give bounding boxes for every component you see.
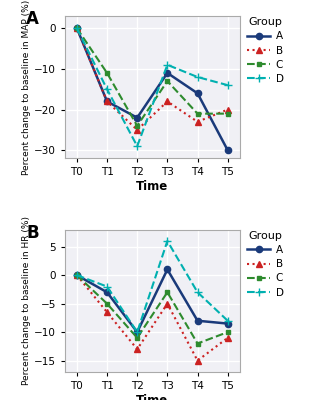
Text: A: A [26, 10, 39, 28]
Legend: A, B, C, D: A, B, C, D [243, 13, 288, 88]
Legend: A, B, C, D: A, B, C, D [243, 227, 288, 302]
Y-axis label: Percent change to baseline in HR (%): Percent change to baseline in HR (%) [22, 216, 31, 385]
X-axis label: Time: Time [136, 180, 168, 193]
X-axis label: Time: Time [136, 394, 168, 400]
Y-axis label: Percent change to baseline in MAP (%): Percent change to baseline in MAP (%) [22, 0, 31, 175]
Text: B: B [26, 224, 39, 242]
